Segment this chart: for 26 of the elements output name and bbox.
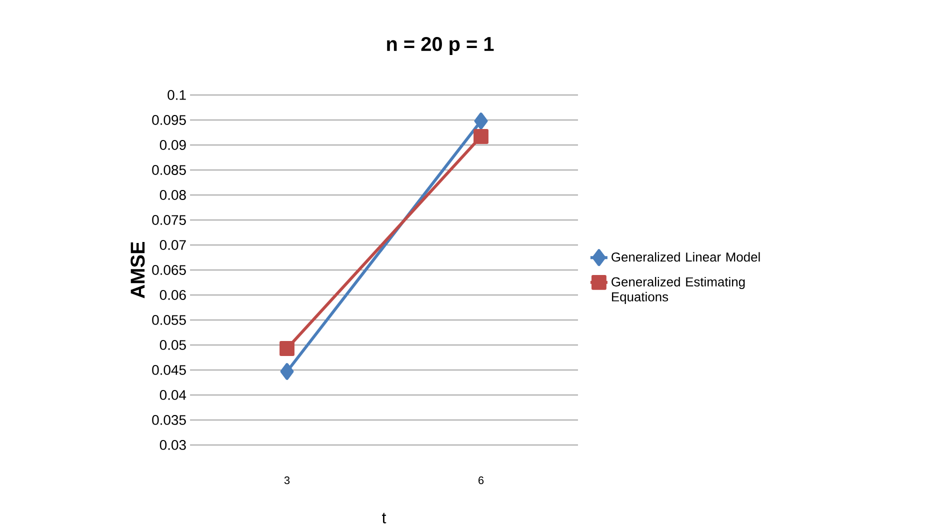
y-axis-title: AMSE [130, 242, 145, 298]
chart-title: n = 20 p = 1 [387, 37, 494, 56]
y-tick-label: 0.05 [160, 340, 186, 350]
y-tick-label: 0.085 [152, 165, 186, 176]
y-tick-label: 0.08 [160, 190, 186, 200]
point [474, 129, 488, 144]
y-tick-label: 0.04 [160, 390, 186, 400]
y-tick-label: 0.03 [160, 440, 186, 450]
point [474, 112, 488, 130]
y-tick-label: 0.075 [152, 215, 186, 226]
y-tick-label: 0.09 [160, 140, 186, 150]
y-tick-label: 0.06 [160, 290, 186, 300]
y-tick-label: 0.095 [152, 115, 186, 126]
y-tick-label: 0.045 [152, 365, 186, 376]
x-tick-label: 6 [478, 476, 484, 484]
x-tick-label: 3 [284, 476, 290, 484]
x-axis-title: t [382, 513, 386, 524]
point [280, 341, 294, 356]
y-tick-label: 0.065 [152, 265, 186, 276]
y-tick-label: 0.1 [168, 90, 186, 100]
y-tick-label: 0.055 [152, 315, 186, 326]
point [280, 363, 294, 380]
y-tick-label: 0.07 [160, 240, 186, 250]
legend-label: Generalized Linear Model [612, 252, 760, 262]
y-tick-label: 0.035 [152, 415, 186, 426]
legend-label: Generalized Estimating Equations [612, 277, 745, 304]
